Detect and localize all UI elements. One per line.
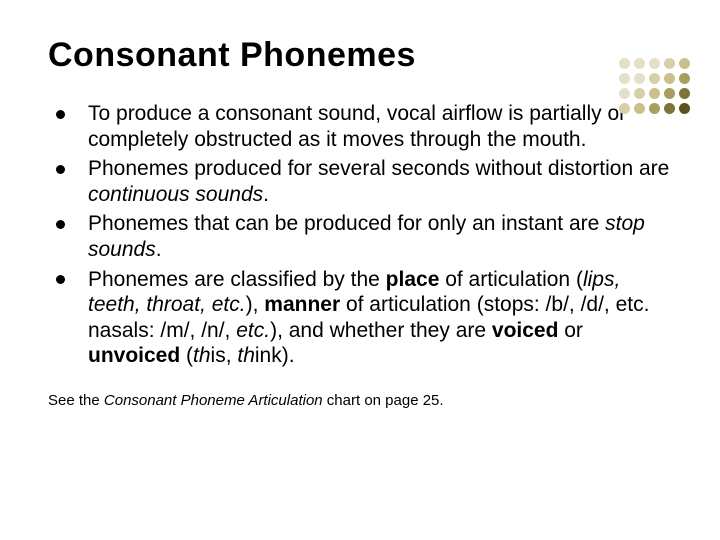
decor-dot <box>664 88 675 99</box>
decor-dot <box>649 73 660 84</box>
decor-dot <box>664 103 675 114</box>
decor-dot <box>619 103 630 114</box>
decor-dot <box>634 58 645 69</box>
decor-dot <box>649 88 660 99</box>
footnote: See the Consonant Phoneme Articulation c… <box>48 391 672 411</box>
slide-title: Consonant Phonemes <box>48 36 672 75</box>
bullet-item: To produce a consonant sound, vocal airf… <box>56 101 672 152</box>
decor-dot <box>664 58 675 69</box>
decor-dot <box>664 73 675 84</box>
decor-dot <box>619 88 630 99</box>
decor-dot <box>649 103 660 114</box>
bullet-item: Phonemes that can be produced for only a… <box>56 211 672 262</box>
decor-dot <box>634 73 645 84</box>
decor-dot <box>679 73 690 84</box>
decor-dot <box>649 58 660 69</box>
decor-dot-grid <box>619 58 692 116</box>
bullet-item: Phonemes produced for several seconds wi… <box>56 156 672 207</box>
decor-dot <box>679 88 690 99</box>
decor-dot <box>679 103 690 114</box>
decor-dot <box>634 88 645 99</box>
bullet-list: To produce a consonant sound, vocal airf… <box>56 101 672 369</box>
decor-dot <box>619 73 630 84</box>
slide: Consonant Phonemes To produce a consonan… <box>0 0 720 540</box>
decor-dot <box>679 58 690 69</box>
bullet-item: Phonemes are classified by the place of … <box>56 267 672 369</box>
decor-dot <box>634 103 645 114</box>
decor-dot <box>619 58 630 69</box>
